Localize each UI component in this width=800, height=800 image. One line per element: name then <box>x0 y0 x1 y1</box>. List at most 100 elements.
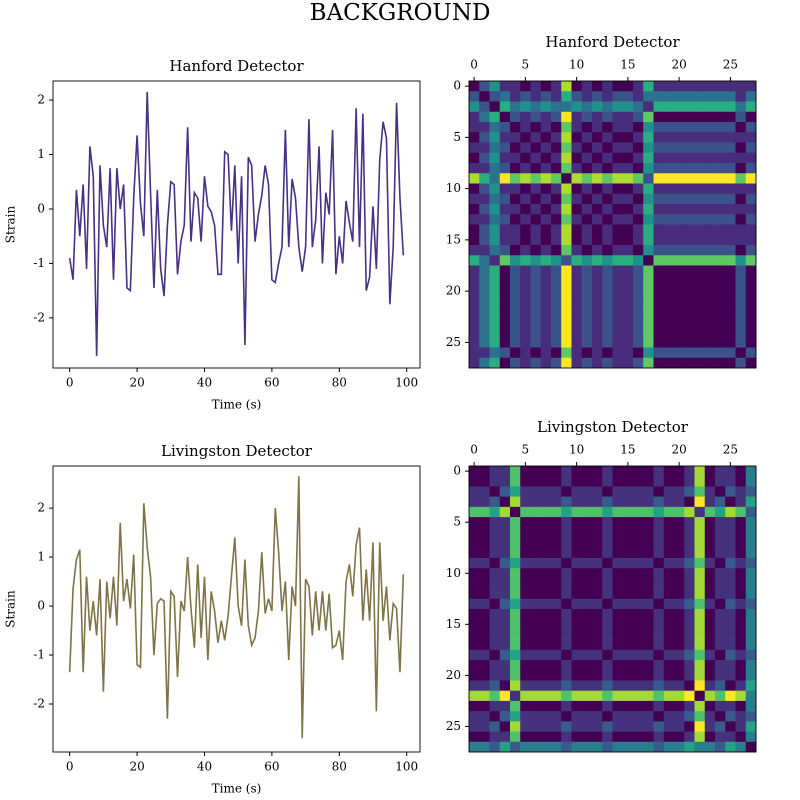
heatmap-cell <box>469 629 480 640</box>
heatmap-cell <box>694 731 706 743</box>
heatmap-cell <box>530 111 542 123</box>
heatmap-cell <box>520 486 531 497</box>
heatmap-cell <box>633 173 644 184</box>
y-tick-label: 0 <box>453 79 461 93</box>
heatmap-cell <box>592 711 603 722</box>
heatmap-cell <box>551 588 562 600</box>
heatmap-cell <box>694 286 706 297</box>
heatmap-cell <box>510 629 521 640</box>
heatmap-cell <box>622 741 634 753</box>
heatmap-cell <box>622 568 634 579</box>
heatmap-cell <box>663 568 675 579</box>
heatmap-cell <box>520 193 531 205</box>
heatmap-cell <box>489 91 501 102</box>
heatmap-cell <box>674 557 685 569</box>
heatmap-cell <box>704 721 716 732</box>
heatmap-cell <box>499 296 511 307</box>
heatmap-cell <box>551 357 562 369</box>
heatmap-cell <box>745 286 757 297</box>
heatmap-cell <box>653 81 665 92</box>
heatmap-cell <box>633 357 644 369</box>
heatmap-cell <box>469 721 480 732</box>
heatmap-cell <box>489 275 501 287</box>
heatmap-cell <box>745 234 757 246</box>
heatmap-cell <box>643 649 654 661</box>
heatmap-cell <box>510 639 521 651</box>
heatmap-cell <box>581 486 593 497</box>
heatmap-cell <box>694 609 706 620</box>
heatmap-cell <box>694 496 706 508</box>
heatmap-cell <box>489 639 501 651</box>
heatmap-cell <box>633 193 644 205</box>
heatmap-cell <box>715 245 726 256</box>
heatmap-cell <box>551 337 562 348</box>
heatmap-cell <box>561 639 572 651</box>
heatmap-cell <box>735 506 747 518</box>
heatmap-cell <box>561 265 572 277</box>
heatmap-cell <box>561 214 572 225</box>
heatmap-cell <box>715 629 726 640</box>
heatmap-cell <box>551 670 562 681</box>
x-tick-label: 40 <box>197 760 212 774</box>
heatmap-cell <box>469 204 480 215</box>
heatmap-cell <box>653 316 665 328</box>
heatmap-cell <box>643 142 654 154</box>
heatmap-cell <box>612 517 624 528</box>
heatmap-cell <box>551 466 562 477</box>
heatmap-cell <box>571 609 583 620</box>
heatmap-cell <box>745 357 757 369</box>
heatmap-cell <box>715 711 726 722</box>
heatmap-cell <box>479 265 490 277</box>
heatmap-cell <box>725 224 736 236</box>
heatmap-cell <box>653 204 665 215</box>
heatmap-cell <box>551 183 562 195</box>
heatmap-cell <box>602 598 613 610</box>
heatmap-cell <box>674 245 685 256</box>
heatmap-cell <box>499 111 511 123</box>
x-tick-label: 5 <box>522 58 530 72</box>
heatmap-cell <box>653 619 665 630</box>
heatmap-cell <box>663 506 675 518</box>
heatmap-cell <box>715 680 726 692</box>
heatmap-cell <box>745 466 757 477</box>
heatmap-cell <box>715 306 726 318</box>
heatmap-cell <box>571 234 583 246</box>
heatmap-cell <box>653 357 665 369</box>
heatmap-cell <box>622 234 634 246</box>
heatmap-cell <box>745 122 757 133</box>
heatmap-cell <box>612 357 624 369</box>
heatmap-cell <box>581 347 593 359</box>
heatmap-cell <box>612 588 624 600</box>
heatmap-cell <box>715 670 726 681</box>
heatmap-cell <box>489 132 501 143</box>
heatmap-cell <box>663 111 675 123</box>
heatmap-cell <box>499 347 511 359</box>
heatmap-cell <box>684 224 695 236</box>
heatmap-cell <box>633 609 644 620</box>
heatmap-cell <box>643 496 654 508</box>
heatmap-cell <box>520 132 531 143</box>
heatmap-cell <box>684 91 695 102</box>
heatmap-cell <box>540 731 552 743</box>
heatmap-cell <box>499 163 511 174</box>
heatmap-cell <box>561 224 572 236</box>
heatmap-cell <box>612 537 624 549</box>
heatmap-cell <box>581 234 593 246</box>
y-tick-label: 0 <box>453 464 461 478</box>
heatmap-cell <box>684 741 695 753</box>
heatmap-cell <box>704 741 716 753</box>
heatmap-cell <box>571 741 583 753</box>
heatmap-cell <box>684 639 695 651</box>
heatmap-cell <box>653 598 665 610</box>
heatmap-cell <box>643 122 654 133</box>
heatmap-cell <box>704 173 716 184</box>
heatmap-cell <box>489 111 501 123</box>
heatmap-cell <box>592 193 603 205</box>
heatmap-cell <box>530 163 542 174</box>
heatmap-cell <box>551 609 562 620</box>
heatmap-cell <box>602 132 613 143</box>
heatmap-cell <box>725 680 736 692</box>
heatmap-cell <box>643 245 654 256</box>
heatmap-cell <box>571 711 583 722</box>
heatmap-cell <box>622 214 634 225</box>
